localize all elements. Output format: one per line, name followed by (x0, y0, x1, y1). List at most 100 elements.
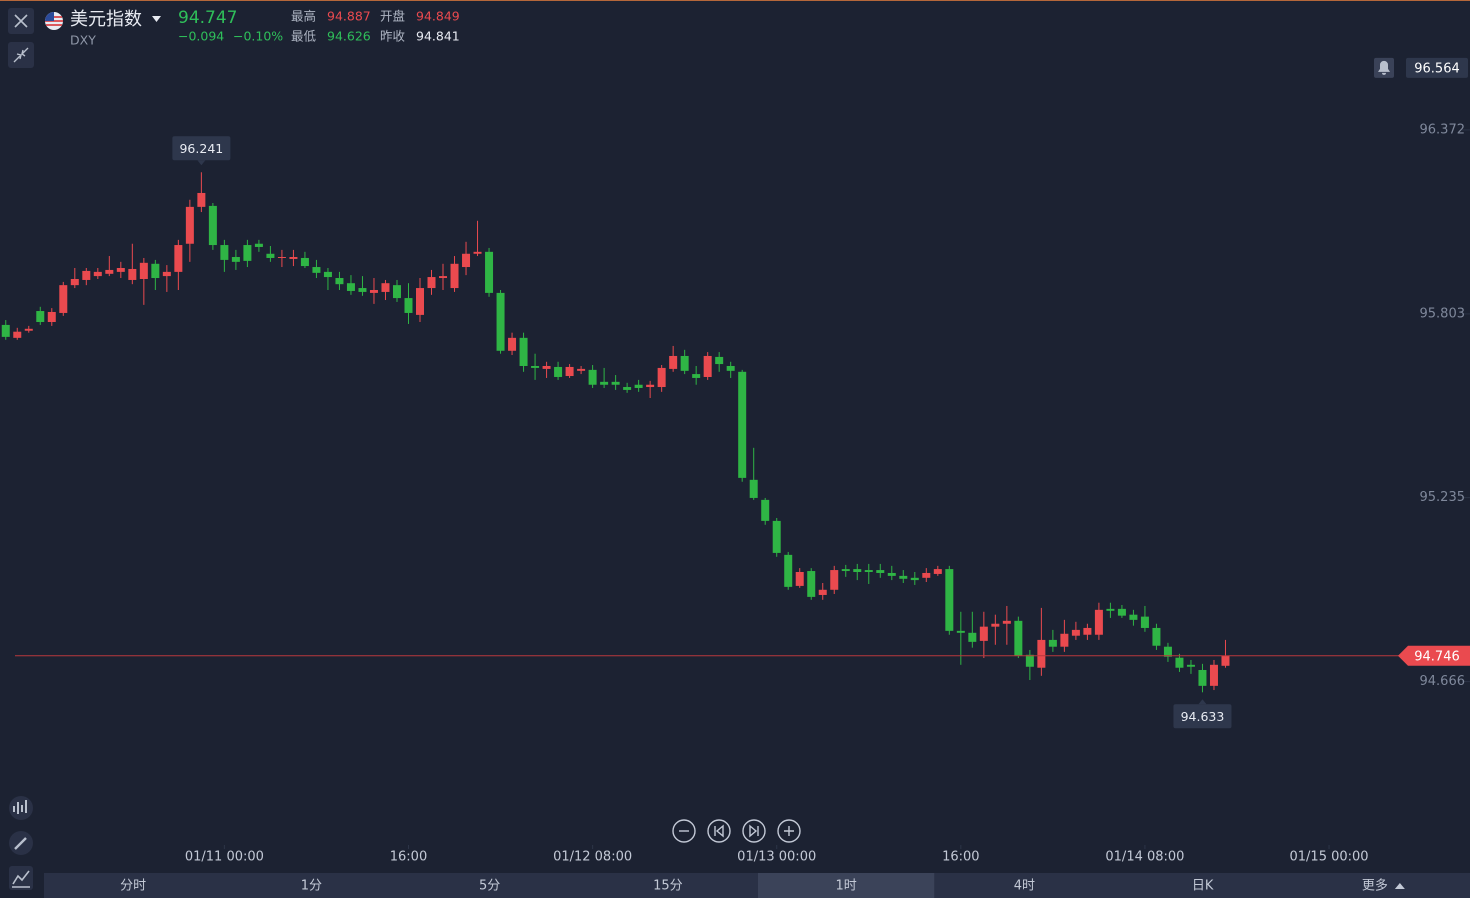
candle-body (1060, 633, 1069, 647)
candle-body (1140, 616, 1149, 628)
dropdown-arrow[interactable] (152, 16, 161, 22)
candle-body (254, 243, 263, 247)
candle-body (231, 257, 240, 262)
candle-body (1198, 669, 1207, 686)
candle-body (358, 288, 367, 292)
candle-body (128, 268, 137, 280)
candle-body (726, 365, 735, 371)
symbol-name[interactable]: 美元指数 (70, 9, 142, 30)
x-tick-label: 01/12 08:00 (553, 850, 632, 865)
x-tick-label: 01/15 00:00 (1290, 850, 1369, 865)
x-tick-label: 16:00 (390, 850, 427, 865)
candle-body (323, 271, 332, 278)
candle-body (956, 630, 965, 633)
candle-body (876, 570, 885, 573)
candle-body (1106, 608, 1115, 611)
tab[interactable]: 15分 (653, 879, 683, 894)
candle-body (392, 285, 401, 299)
toolbar (44, 873, 1470, 898)
stat-value: 94.626 (327, 29, 371, 44)
candle-body (24, 328, 33, 331)
candle-body (369, 289, 378, 293)
candle-body (1175, 657, 1184, 668)
candle-body (139, 262, 148, 279)
candle-body (174, 245, 183, 272)
candle-body (93, 271, 102, 277)
candle-body (13, 331, 22, 338)
nav-controls (672, 819, 801, 843)
candle-body (1, 324, 10, 337)
candle-body (623, 387, 632, 390)
shrink-icon (13, 47, 29, 63)
x-tick-label: 01/11 00:00 (185, 850, 264, 865)
candle-body (680, 355, 689, 371)
tab[interactable]: 4时 (1014, 879, 1035, 894)
candle-body (1094, 609, 1103, 635)
candle-body (1014, 620, 1023, 656)
candle-body (887, 572, 896, 576)
compare-tool[interactable] (9, 866, 33, 890)
candle-body (761, 499, 770, 521)
tab[interactable]: 1时 (835, 879, 856, 894)
candle-body (116, 268, 125, 272)
candle-body (266, 253, 275, 258)
stat-value: 94.841 (416, 29, 460, 44)
candle-body (151, 263, 160, 279)
zoom-in[interactable] (777, 819, 801, 843)
candle-body (1221, 655, 1230, 666)
candle-body (588, 369, 597, 385)
candle-body (910, 577, 919, 581)
candle-body (47, 311, 56, 323)
candle-body (485, 251, 494, 293)
candle-body (1071, 629, 1080, 636)
candle-body (427, 277, 436, 289)
candle-body (853, 569, 862, 572)
plot: 96.241 94.633 (1, 129, 1470, 849)
candle-body (208, 205, 217, 246)
stat-value: 94.849 (416, 9, 460, 24)
candle-body (381, 283, 390, 292)
scroll-end[interactable] (742, 819, 766, 843)
tab[interactable]: 5分 (479, 879, 500, 894)
scroll-start[interactable] (707, 819, 731, 843)
candle-body (945, 569, 954, 631)
candle-body (519, 337, 528, 366)
candle-body (289, 257, 298, 259)
candle-body (335, 278, 344, 285)
tab[interactable]: 1分 (301, 879, 322, 894)
candle-body (554, 366, 563, 377)
tab[interactable]: 分时 (120, 879, 146, 894)
tab[interactable]: 更多 (1362, 878, 1388, 894)
stat-label: 最高 (291, 9, 316, 24)
candle-body (1117, 608, 1126, 616)
tab-active-bg (758, 873, 935, 898)
candle-body (749, 479, 758, 498)
max-label: 96.241 (179, 141, 223, 156)
candle-body (1037, 639, 1046, 668)
draw-tool[interactable] (9, 831, 33, 855)
candle-body (508, 337, 517, 351)
candle-body (738, 371, 747, 478)
candle-body (703, 355, 712, 377)
candle-body (243, 245, 252, 261)
zoom-out[interactable] (672, 819, 696, 843)
indicator-tool[interactable] (9, 796, 33, 820)
change-pct: −0.10% (233, 29, 283, 44)
candle-body (416, 288, 424, 315)
max-label-box (172, 136, 231, 161)
last-price-tag (1398, 645, 1470, 666)
alert-price-label: 96.564 (1414, 61, 1460, 76)
stat-label: 最低 (291, 29, 317, 44)
tab[interactable]: 日K (1192, 879, 1214, 894)
symbol-code: DXY (70, 33, 96, 48)
candle-body (185, 206, 194, 244)
candle-body (565, 366, 574, 377)
candle-body (715, 356, 724, 365)
candle-body (450, 263, 459, 289)
candle-body (473, 251, 482, 254)
candle-body (669, 355, 678, 369)
candle-body (1209, 664, 1218, 686)
candle-body (979, 626, 988, 641)
candle-body (692, 374, 701, 378)
flag (45, 12, 63, 30)
